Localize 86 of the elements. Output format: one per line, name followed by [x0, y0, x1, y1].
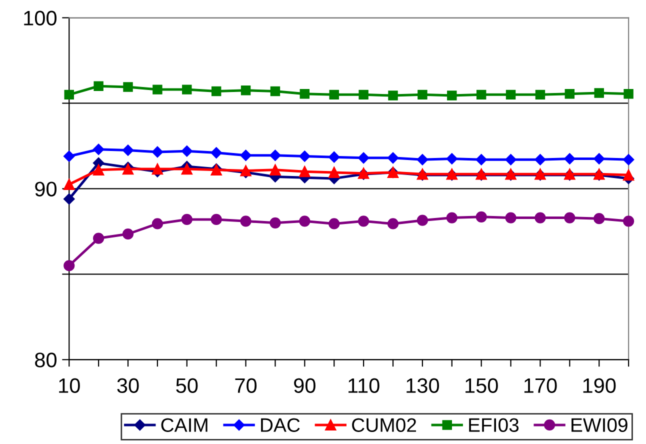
point: [122, 144, 134, 156]
legend-label: CAIM: [161, 418, 208, 432]
point: [270, 86, 280, 96]
point: [328, 218, 340, 230]
point: [299, 166, 310, 178]
point: [594, 88, 604, 98]
point: [416, 154, 428, 166]
point: [181, 145, 193, 157]
x-tick-label: 10: [59, 378, 80, 393]
point: [358, 90, 368, 100]
point: [476, 154, 487, 166]
point: [564, 88, 575, 99]
legend-label: EWI09: [572, 418, 628, 432]
legend-label: EFI03: [469, 418, 519, 432]
point: [240, 150, 252, 161]
point: [534, 154, 546, 166]
point: [624, 88, 634, 99]
point: [181, 163, 192, 175]
point: [358, 216, 370, 227]
x-tick-label: 30: [117, 378, 139, 393]
point: [64, 193, 75, 205]
point: [181, 214, 192, 226]
point: [270, 164, 281, 176]
point: [64, 90, 74, 100]
y-tick-label: 80: [35, 352, 57, 368]
point: [152, 163, 164, 175]
point: [418, 90, 428, 100]
x-tick-label: 190: [583, 378, 616, 393]
point: [447, 90, 457, 100]
point: [476, 90, 486, 100]
x-tick-label: 170: [524, 378, 557, 393]
point: [122, 228, 134, 240]
point: [300, 88, 310, 99]
point: [416, 214, 428, 226]
point: [623, 169, 634, 181]
point: [270, 217, 281, 228]
point: [64, 150, 75, 162]
point: [534, 212, 546, 224]
point: [623, 216, 634, 227]
legend-label: CUM02: [352, 418, 416, 432]
point: [152, 146, 164, 158]
point: [506, 90, 516, 100]
point: [299, 216, 310, 227]
point: [446, 153, 458, 164]
point: [94, 81, 104, 91]
point: [505, 154, 516, 166]
point: [622, 154, 634, 166]
point: [328, 151, 340, 163]
point: [446, 212, 458, 224]
point: [210, 214, 222, 226]
point: [328, 166, 340, 178]
point: [299, 150, 310, 162]
point: [64, 260, 75, 272]
point: [564, 153, 576, 164]
x-tick-label: 90: [294, 378, 316, 393]
point: [270, 150, 281, 161]
x-tick-label: 70: [235, 378, 257, 393]
point: [476, 211, 487, 222]
point: [535, 90, 546, 100]
point: [505, 212, 516, 224]
point: [152, 218, 164, 230]
y-tick-label: 90: [35, 182, 57, 196]
y-tick-label: 100: [24, 10, 57, 26]
point: [388, 90, 398, 100]
point: [123, 82, 133, 92]
point: [182, 84, 192, 94]
point: [358, 152, 370, 164]
point: [564, 212, 576, 224]
point: [152, 84, 162, 94]
point: [329, 90, 339, 100]
point: [594, 153, 605, 164]
point: [387, 152, 399, 164]
point: [93, 232, 104, 244]
point: [92, 144, 104, 155]
point: [594, 213, 605, 224]
point: [387, 218, 399, 230]
point: [240, 86, 251, 96]
x-tick-label: 110: [348, 378, 380, 393]
x-tick-label: 130: [406, 378, 440, 393]
point: [240, 216, 252, 227]
x-tick-label: 150: [466, 378, 498, 393]
point: [93, 164, 104, 176]
point: [211, 86, 222, 96]
point: [210, 147, 222, 158]
legend-label: DAC: [261, 418, 300, 432]
x-tick-label: 50: [176, 378, 198, 393]
